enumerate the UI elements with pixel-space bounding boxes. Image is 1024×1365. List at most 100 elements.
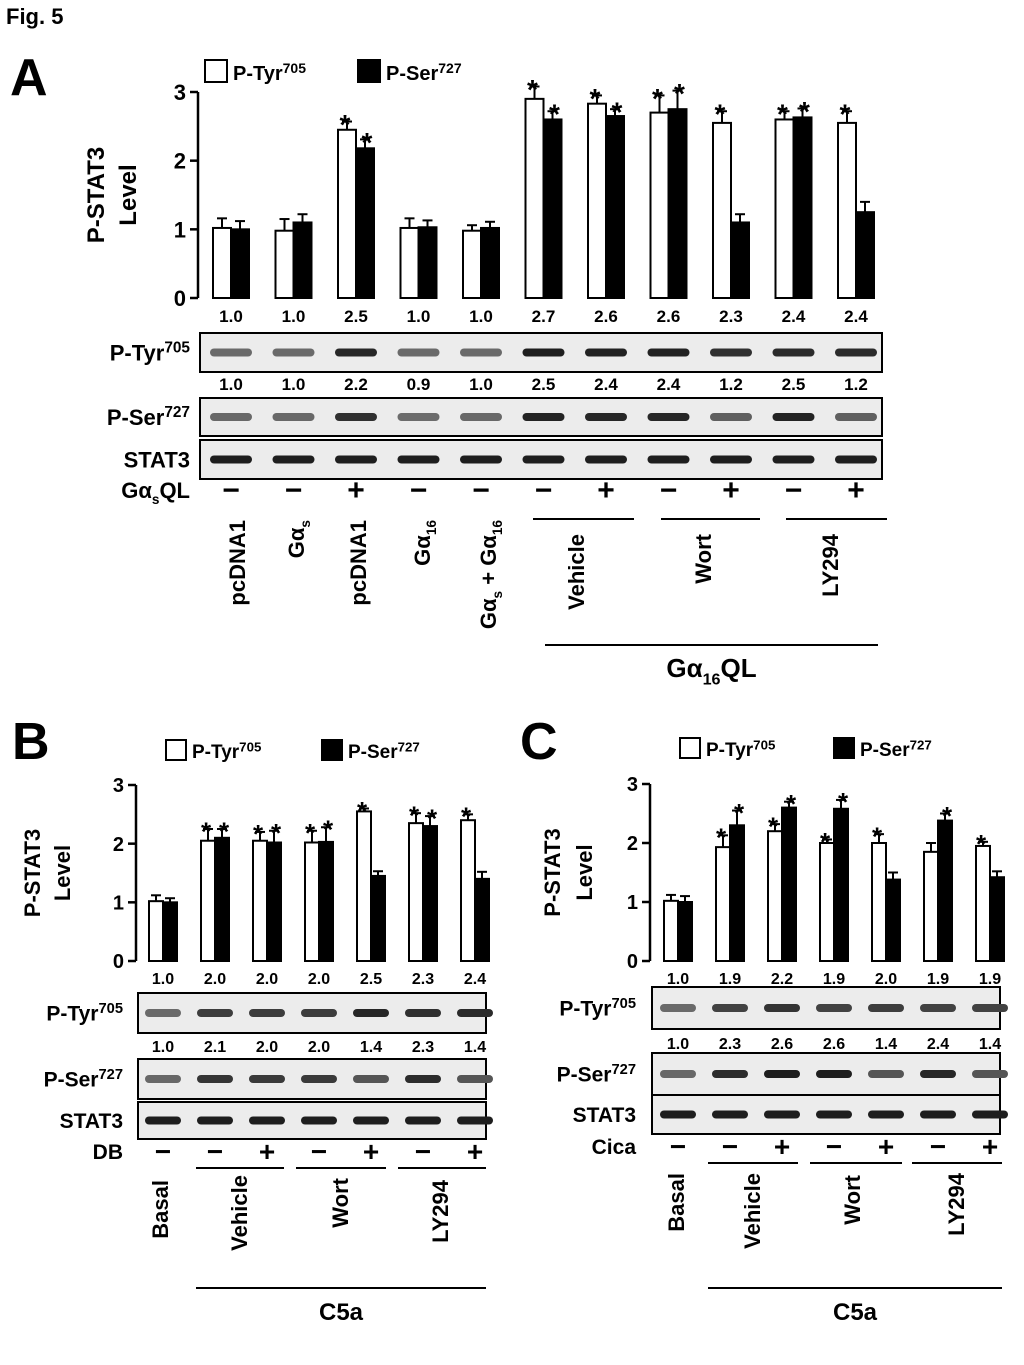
legend-swatch-filled [357,59,381,83]
significance-star: * [715,99,726,130]
blot-band [301,1009,337,1017]
blot-band [197,1075,233,1083]
lane-label: LY294 [818,533,843,597]
blot-band [522,348,565,357]
stat3-blot [199,439,883,480]
ser-quant-value: 2.0 [256,1039,278,1056]
legend-label: P-Tyr705​ [706,737,776,761]
tyr-quant-value: 2.4 [844,307,868,326]
significance-star: * [427,803,438,833]
tyr-quant-value: 2.6 [657,307,681,326]
ser-quant-value: 2.6 [771,1036,793,1053]
legend-swatch-open [204,59,228,83]
blot-band [647,413,690,421]
bar [677,901,693,962]
treatment-sign: + [259,1136,275,1167]
bar [871,842,887,962]
y-tick-label: 1 [113,893,124,915]
tyr-quant-value: 2.3 [719,307,743,326]
tyr-quant-value: 2.4 [464,971,486,988]
blot-band [272,413,315,421]
significance-star: * [768,811,779,841]
blot-band [764,1004,800,1012]
lane-label: LY294 [428,1179,453,1243]
ser-quant-value: 1.4 [360,1039,382,1056]
treatment-label: DB [93,1141,123,1164]
bar [212,226,232,300]
legend-swatch-open [165,739,187,761]
bar [885,878,901,962]
y-axis-label: Level [572,844,597,900]
treatment-sign: − [415,1136,431,1167]
bar [304,841,320,962]
significance-star: * [734,798,745,828]
blot-band [405,1116,441,1125]
lane-label: pcDNA1 [346,520,371,606]
bar [462,229,482,299]
significance-star: * [409,800,420,830]
blot-band [522,455,565,464]
tyr-quant-value: 1.0 [219,307,243,326]
blot-band [335,413,377,421]
blot-label: P-Tyr705​ [46,1001,123,1025]
bar [792,116,813,300]
ser-blot [199,397,883,437]
blot-band [835,455,877,464]
tyr-quant-value: 2.0 [204,971,226,988]
bar [370,874,386,962]
significance-star: * [942,801,953,831]
blot-band [835,413,877,421]
significance-star: * [357,796,368,826]
treatment-sign: − [660,474,678,507]
tyr-quant-value: 1.0 [667,971,689,988]
blot-band [710,348,752,357]
ser-quant-value: 2.4 [594,375,618,394]
blot-band [197,1116,233,1125]
y-axis-label: P-STAT3 [20,829,45,917]
bar [474,877,490,962]
blot-band [660,1110,696,1119]
treatment-sign: − [410,474,428,507]
lane-label: Vehicle [227,1175,252,1251]
blot-band [145,1116,181,1125]
tyr-quant-value: 2.7 [532,307,556,326]
treatment-sign: + [847,474,865,507]
blot-label: P-Tyr705​ [110,340,191,366]
bar [923,850,939,963]
blot-band [397,348,440,357]
bar [649,111,670,299]
bar [542,118,563,300]
treatment-sign: − [285,474,303,507]
blot-band [457,1075,493,1083]
tyr-blot [137,992,493,1034]
lane-label: Wort [328,1177,353,1227]
treatment-sign: + [467,1136,483,1167]
bar [774,118,795,300]
significance-star: * [323,815,334,845]
significance-star: * [362,127,373,158]
ser-quant-value: 2.2 [344,375,368,394]
blot-band [585,348,627,357]
bar [730,221,750,299]
lane-label: Gα16​ [410,520,439,566]
significance-star: * [590,83,601,114]
bar [318,840,334,962]
blot-band [272,455,315,464]
treatment-sign: + [774,1131,790,1162]
figure-label: Fig. 5 [6,4,64,29]
blot-band [647,348,690,357]
tyr-quant-value: 1.0 [407,307,431,326]
blot-band [210,455,252,464]
bar [712,121,732,300]
significance-star: * [253,819,264,849]
significance-star: * [872,821,883,851]
legend-label: P-Tyr705​ [233,60,306,85]
tyr-quant-value: 1.0 [469,307,493,326]
group-label: Gα16​QL [666,653,756,688]
panel-b: P-Tyr705​P-Ser727​0123P-STAT3Level******… [0,700,512,1365]
panel-letter-c: C [520,713,558,771]
ser-quant-value: 1.0 [667,1036,689,1053]
blot-band [301,1075,337,1083]
bar [819,842,835,962]
ser-quant-value: 1.0 [469,375,493,394]
